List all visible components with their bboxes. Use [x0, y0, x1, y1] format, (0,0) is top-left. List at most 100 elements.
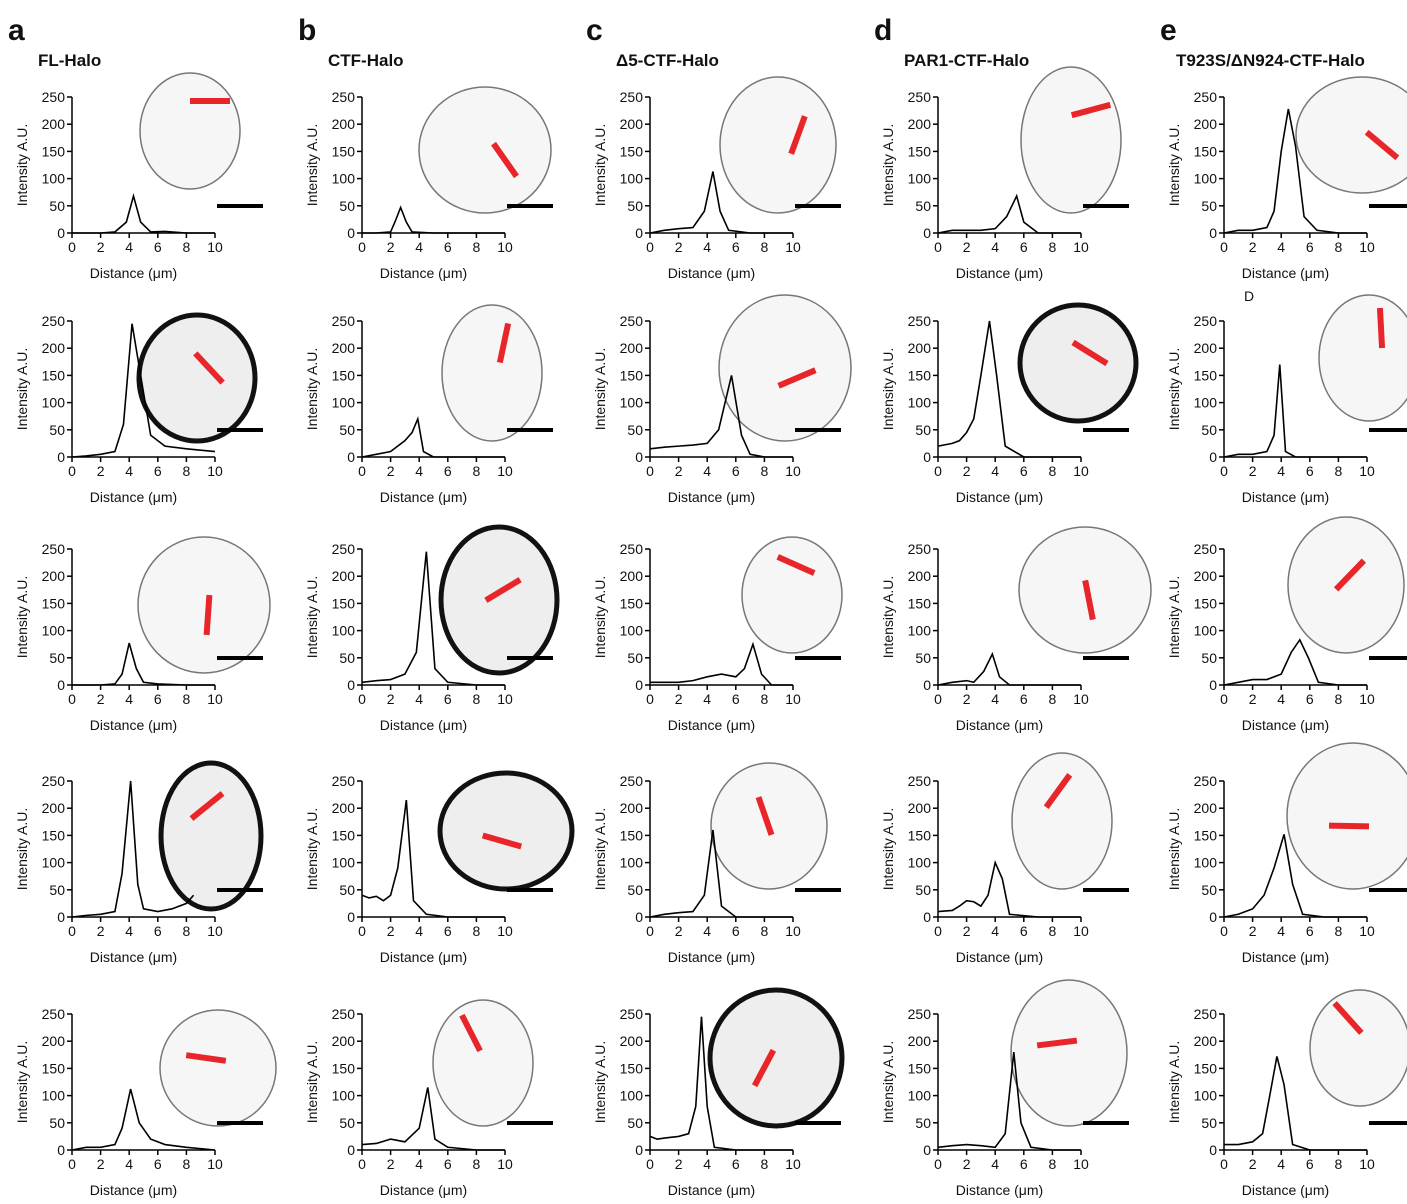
x-tick-label: 10: [785, 239, 801, 255]
x-tick-label: 8: [183, 1156, 191, 1172]
cell-image: [136, 312, 258, 444]
y-tick-label: 0: [635, 449, 643, 465]
cell-image: [718, 294, 852, 442]
x-axis-label: Distance (μm): [90, 717, 177, 733]
y-tick-label: 200: [908, 1033, 932, 1049]
y-tick-label: 100: [42, 1088, 66, 1104]
x-tick-label: 4: [125, 239, 133, 255]
x-tick-label: 8: [1335, 463, 1343, 479]
profile-line: [72, 192, 215, 234]
cell-image: [432, 999, 534, 1127]
x-tick-label: 6: [154, 923, 162, 939]
x-axis-label: Distance (μm): [90, 1182, 177, 1198]
x-tick-label: 2: [963, 1156, 971, 1172]
x-tick-label: 8: [183, 239, 191, 255]
x-tick-label: 2: [387, 463, 395, 479]
x-tick-label: 6: [444, 239, 452, 255]
y-tick-label: 200: [42, 340, 66, 356]
x-tick-label: 6: [732, 239, 740, 255]
x-tick-label: 0: [646, 1156, 654, 1172]
x-tick-label: 0: [358, 463, 366, 479]
x-tick-label: 0: [934, 691, 942, 707]
y-tick-label: 100: [42, 395, 66, 411]
x-tick-label: 2: [387, 1156, 395, 1172]
y-tick-label: 150: [620, 367, 644, 383]
y-tick-label: 50: [49, 1115, 65, 1131]
y-tick-label: 50: [339, 422, 355, 438]
y-tick-label: 150: [42, 143, 66, 159]
y-tick-label: 0: [1209, 449, 1217, 465]
y-axis-label: Intensity A.U.: [1166, 1041, 1182, 1123]
y-tick-label: 150: [908, 1060, 932, 1076]
y-tick-label: 200: [332, 800, 356, 816]
y-tick-label: 150: [1194, 827, 1218, 843]
y-tick-label: 200: [620, 1033, 644, 1049]
y-tick-label: 100: [42, 855, 66, 871]
cell-image: [158, 760, 264, 912]
cell-image: [1010, 979, 1128, 1127]
x-tick-label: 0: [68, 239, 76, 255]
y-tick-label: 0: [923, 909, 931, 925]
y-tick-label: 0: [57, 225, 65, 241]
x-tick-label: 0: [1220, 923, 1228, 939]
x-axis-label: Distance (μm): [956, 949, 1043, 965]
cell-image: [137, 536, 271, 674]
x-tick-label: 10: [1073, 463, 1089, 479]
profile-line: [937, 651, 1081, 686]
y-tick-label: 100: [1194, 395, 1218, 411]
y-tick-label: 250: [42, 313, 66, 329]
x-tick-label: 2: [97, 239, 105, 255]
x-tick-label: 2: [387, 239, 395, 255]
x-tick-label: 4: [125, 463, 133, 479]
x-tick-label: 8: [1335, 923, 1343, 939]
line-scan: [1082, 579, 1096, 621]
y-tick-label: 200: [332, 116, 356, 132]
x-tick-label: 6: [732, 923, 740, 939]
y-tick-label: 150: [908, 367, 932, 383]
y-tick-label: 50: [49, 650, 65, 666]
x-tick-label: 4: [991, 691, 999, 707]
y-tick-label: 250: [332, 313, 356, 329]
y-tick-label: 250: [332, 1006, 356, 1022]
x-axis-label: Distance (μm): [668, 1182, 755, 1198]
line-scan: [193, 351, 225, 385]
y-axis-label: Intensity A.U.: [304, 576, 320, 658]
cell-image: [159, 1009, 277, 1127]
y-axis-label: Intensity A.U.: [304, 124, 320, 206]
x-tick-label: 0: [646, 463, 654, 479]
x-tick-label: 10: [785, 1156, 801, 1172]
y-axis-label: Intensity A.U.: [880, 348, 896, 430]
y-tick-label: 200: [332, 568, 356, 584]
y-tick-label: 50: [627, 1115, 643, 1131]
y-tick-label: 200: [1194, 116, 1218, 132]
line-scan: [496, 322, 512, 364]
x-tick-label: 10: [497, 923, 513, 939]
y-tick-label: 200: [1194, 800, 1218, 816]
x-tick-label: 2: [1249, 691, 1257, 707]
cell-image: [437, 770, 575, 892]
x-tick-label: 2: [97, 691, 105, 707]
profile-line: [937, 1051, 1081, 1151]
x-tick-label: 6: [1306, 463, 1314, 479]
x-axis-label: Distance (μm): [668, 949, 755, 965]
y-tick-label: 200: [1194, 568, 1218, 584]
x-tick-label: 2: [675, 239, 683, 255]
x-tick-label: 4: [125, 1156, 133, 1172]
line-scan: [751, 1048, 777, 1088]
x-tick-label: 8: [1049, 1156, 1057, 1172]
x-tick-label: 6: [1020, 1156, 1028, 1172]
y-tick-label: 200: [42, 800, 66, 816]
y-tick-label: 250: [332, 541, 356, 557]
x-tick-label: 4: [703, 463, 711, 479]
y-tick-label: 100: [1194, 855, 1218, 871]
y-tick-label: 250: [620, 89, 644, 105]
y-tick-label: 200: [620, 116, 644, 132]
x-tick-label: 6: [1020, 691, 1028, 707]
x-tick-label: 0: [68, 1156, 76, 1172]
y-tick-label: 200: [42, 116, 66, 132]
x-tick-label: 0: [646, 239, 654, 255]
y-tick-label: 150: [1194, 367, 1218, 383]
profile-line: [361, 551, 505, 686]
y-tick-label: 50: [915, 1115, 931, 1131]
x-tick-label: 8: [1335, 239, 1343, 255]
